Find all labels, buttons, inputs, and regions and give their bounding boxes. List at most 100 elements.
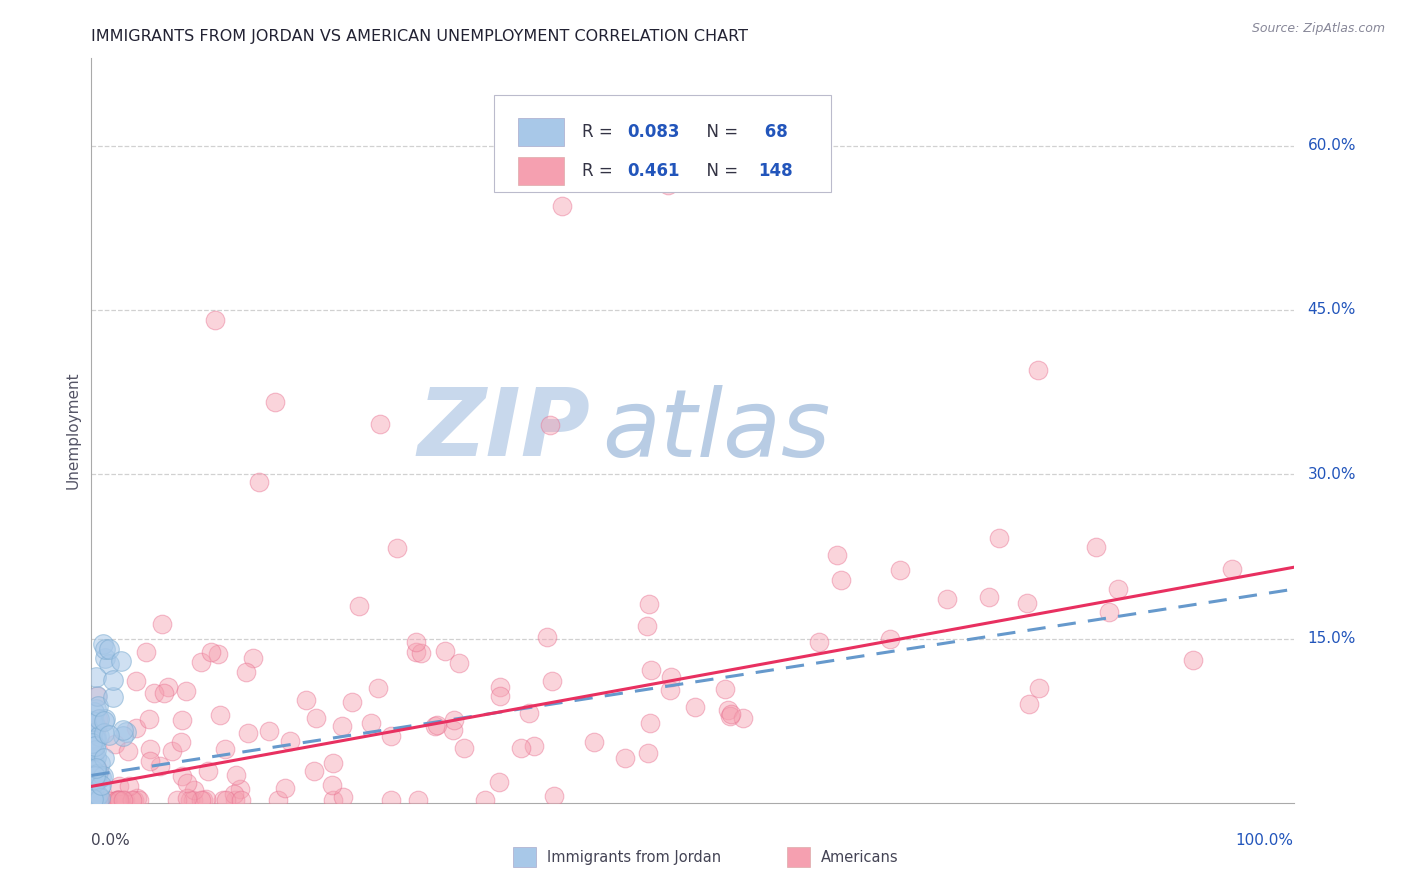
Point: [717, 702, 740, 716]
Point: [683, 700, 706, 714]
Point: [360, 716, 382, 731]
Point: [658, 683, 681, 698]
Point: [86, 768, 108, 782]
Point: [453, 741, 475, 756]
Point: [718, 709, 741, 723]
Point: [247, 475, 270, 489]
Point: [143, 686, 166, 700]
FancyBboxPatch shape: [519, 118, 564, 146]
Point: [176, 791, 198, 805]
Point: [827, 549, 849, 563]
Point: [121, 792, 143, 806]
Point: [330, 719, 353, 733]
Point: [295, 692, 318, 706]
Point: [259, 724, 281, 739]
Point: [86, 792, 108, 806]
Point: [242, 651, 264, 665]
Text: 148: 148: [759, 162, 793, 180]
Point: [82, 737, 104, 751]
Point: [380, 792, 402, 806]
Point: [636, 619, 658, 633]
FancyBboxPatch shape: [519, 157, 564, 186]
Point: [385, 541, 408, 555]
Point: [191, 792, 214, 806]
Point: [441, 723, 464, 738]
Point: [305, 710, 328, 724]
Point: [93, 751, 115, 765]
Point: [166, 792, 188, 806]
Point: [128, 792, 150, 806]
Point: [82, 744, 104, 758]
Point: [659, 670, 682, 684]
Point: [322, 792, 344, 806]
Point: [82, 739, 104, 754]
Point: [426, 717, 449, 731]
Point: [443, 713, 465, 727]
Point: [115, 725, 138, 739]
Point: [86, 794, 108, 808]
Point: [82, 726, 104, 740]
Point: [82, 769, 104, 783]
Point: [127, 790, 149, 805]
Point: [90, 770, 112, 784]
Point: [152, 685, 174, 699]
Text: N =: N =: [696, 123, 744, 141]
Text: 0.083: 0.083: [627, 123, 681, 141]
Point: [156, 680, 179, 694]
Point: [936, 591, 959, 606]
Point: [988, 531, 1011, 545]
Point: [183, 783, 205, 797]
Text: ZIP: ZIP: [418, 384, 591, 476]
Point: [107, 779, 129, 793]
Point: [103, 673, 125, 687]
Text: 0.0%: 0.0%: [91, 833, 131, 848]
Y-axis label: Unemployment: Unemployment: [65, 372, 80, 489]
Point: [405, 645, 427, 659]
Point: [94, 792, 117, 806]
Point: [80, 714, 103, 728]
Point: [84, 761, 107, 775]
Point: [1028, 681, 1050, 695]
Point: [107, 792, 129, 806]
Point: [150, 616, 173, 631]
Text: 68: 68: [759, 123, 787, 141]
Point: [86, 767, 108, 781]
Point: [139, 742, 162, 756]
Point: [107, 792, 129, 806]
Point: [112, 723, 135, 738]
Point: [82, 751, 104, 765]
Point: [977, 590, 1000, 604]
Point: [138, 712, 160, 726]
Point: [236, 725, 259, 739]
Point: [162, 744, 184, 758]
Point: [523, 739, 546, 753]
Point: [536, 630, 558, 644]
Point: [488, 774, 510, 789]
Point: [332, 790, 354, 805]
Point: [215, 792, 238, 806]
Point: [83, 764, 105, 779]
Point: [90, 792, 112, 806]
Point: [228, 781, 250, 796]
Point: [1220, 562, 1243, 576]
Point: [176, 776, 198, 790]
Point: [200, 645, 222, 659]
Point: [208, 707, 231, 722]
Point: [543, 789, 565, 804]
Text: 100.0%: 100.0%: [1236, 833, 1294, 848]
Point: [86, 789, 108, 803]
Point: [489, 680, 512, 694]
Text: 30.0%: 30.0%: [1308, 467, 1355, 482]
Point: [83, 705, 105, 719]
Point: [170, 769, 193, 783]
Point: [380, 729, 402, 743]
Point: [86, 774, 108, 789]
Point: [714, 681, 737, 696]
Point: [321, 778, 343, 792]
Point: [86, 792, 108, 806]
Point: [830, 573, 852, 587]
Point: [224, 792, 246, 806]
Point: [225, 768, 247, 782]
Point: [84, 739, 107, 754]
Text: Immigrants from Jordan: Immigrants from Jordan: [547, 850, 721, 864]
